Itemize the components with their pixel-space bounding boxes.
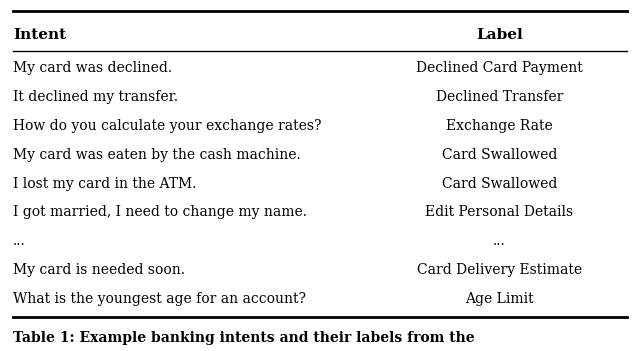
Text: Exchange Rate: Exchange Rate [446, 119, 552, 133]
Text: How do you calculate your exchange rates?: How do you calculate your exchange rates… [13, 119, 321, 133]
Text: Intent: Intent [13, 28, 66, 42]
Text: Card Delivery Estimate: Card Delivery Estimate [417, 263, 582, 277]
Text: Declined Transfer: Declined Transfer [435, 90, 563, 104]
Text: My card was declined.: My card was declined. [13, 61, 172, 75]
Text: I lost my card in the ATM.: I lost my card in the ATM. [13, 177, 196, 191]
Text: ...: ... [13, 234, 26, 248]
Text: Table 1: Example banking intents and their labels from the: Table 1: Example banking intents and the… [13, 331, 474, 345]
Text: Card Swallowed: Card Swallowed [442, 148, 557, 162]
Text: Card Swallowed: Card Swallowed [442, 177, 557, 191]
Text: My card was eaten by the cash machine.: My card was eaten by the cash machine. [13, 148, 301, 162]
Text: Label: Label [476, 28, 523, 42]
Text: Declined Card Payment: Declined Card Payment [416, 61, 582, 75]
Text: ...: ... [493, 234, 506, 248]
Text: It declined my transfer.: It declined my transfer. [13, 90, 178, 104]
Text: Edit Personal Details: Edit Personal Details [425, 205, 573, 219]
Text: My card is needed soon.: My card is needed soon. [13, 263, 185, 277]
Text: I got married, I need to change my name.: I got married, I need to change my name. [13, 205, 307, 219]
Text: Age Limit: Age Limit [465, 292, 534, 306]
Text: What is the youngest age for an account?: What is the youngest age for an account? [13, 292, 306, 306]
